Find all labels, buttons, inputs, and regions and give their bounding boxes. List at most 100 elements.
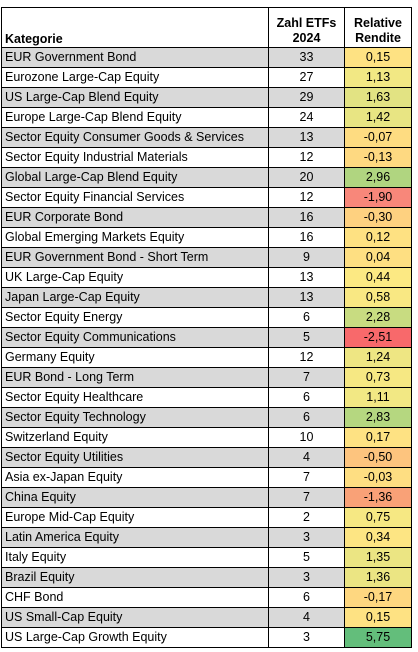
table-row: US Large-Cap Growth Equity 3 5,75 bbox=[1, 627, 412, 648]
etf-count-cell: 4 bbox=[268, 607, 345, 628]
table-row: EUR Government Bond 33 0,15 bbox=[1, 47, 412, 68]
header-etf-count-line1: Zahl ETFs bbox=[276, 16, 337, 30]
etf-count-cell: 20 bbox=[268, 167, 345, 188]
category-cell: Sector Equity Communications bbox=[1, 327, 269, 348]
relative-return-cell: -0,30 bbox=[344, 207, 412, 228]
relative-return-cell: 0,15 bbox=[344, 47, 412, 68]
etf-count-cell: 12 bbox=[268, 147, 345, 168]
table-body: EUR Government Bond 33 0,15 Eurozone Large-… bbox=[1, 47, 412, 648]
table-row: Asia ex-Japan Equity 7 -0,03 bbox=[1, 467, 412, 488]
table-row: Switzerland Equity 10 0,17 bbox=[1, 427, 412, 448]
category-cell: Asia ex-Japan Equity bbox=[1, 467, 269, 488]
category-cell: Sector Equity Industrial Materials bbox=[1, 147, 269, 168]
category-cell: Brazil Equity bbox=[1, 567, 269, 588]
category-cell: Sector Equity Energy bbox=[1, 307, 269, 328]
category-cell: China Equity bbox=[1, 487, 269, 508]
category-cell: Europe Mid-Cap Equity bbox=[1, 507, 269, 528]
category-cell: Sector Equity Utilities bbox=[1, 447, 269, 468]
table-row: Latin America Equity 3 0,34 bbox=[1, 527, 412, 548]
table-row: Sector Equity Energy 6 2,28 bbox=[1, 307, 412, 328]
etf-count-cell: 33 bbox=[268, 47, 345, 68]
etf-count-cell: 12 bbox=[268, 347, 345, 368]
relative-return-cell: -1,36 bbox=[344, 487, 412, 508]
etf-count-cell: 3 bbox=[268, 567, 345, 588]
etf-count-cell: 13 bbox=[268, 127, 345, 148]
category-cell: US Small-Cap Equity bbox=[1, 607, 269, 628]
table-row: Sector Equity Utilities 4 -0,50 bbox=[1, 447, 412, 468]
relative-return-cell: -1,90 bbox=[344, 187, 412, 208]
header-etf-count-line2: 2024 bbox=[292, 31, 321, 45]
relative-return-cell: 2,28 bbox=[344, 307, 412, 328]
header-row: Kategorie Zahl ETFs 2024 Relative Rendite bbox=[1, 7, 412, 48]
relative-return-cell: 1,24 bbox=[344, 347, 412, 368]
relative-return-cell: -0,13 bbox=[344, 147, 412, 168]
etf-count-cell: 16 bbox=[268, 227, 345, 248]
table-row: EUR Government Bond - Short Term 9 0,04 bbox=[1, 247, 412, 268]
header-relative-return-line1: Relative bbox=[354, 16, 402, 30]
relative-return-cell: 5,75 bbox=[344, 627, 412, 648]
relative-return-cell: 0,58 bbox=[344, 287, 412, 308]
category-cell: Global Large-Cap Blend Equity bbox=[1, 167, 269, 188]
category-cell: Sector Equity Consumer Goods & Services bbox=[1, 127, 269, 148]
relative-return-cell: 1,63 bbox=[344, 87, 412, 108]
category-cell: EUR Government Bond bbox=[1, 47, 269, 68]
category-cell: CHF Bond bbox=[1, 587, 269, 608]
etf-category-table: Kategorie Zahl ETFs 2024 Relative Rendite … bbox=[1, 7, 412, 648]
relative-return-cell: 0,15 bbox=[344, 607, 412, 628]
category-cell: EUR Corporate Bond bbox=[1, 207, 269, 228]
category-cell: Latin America Equity bbox=[1, 527, 269, 548]
table-row: US Small-Cap Equity 4 0,15 bbox=[1, 607, 412, 628]
table-row: CHF Bond 6 -0,17 bbox=[1, 587, 412, 608]
category-cell: Eurozone Large-Cap Equity bbox=[1, 67, 269, 88]
category-cell: US Large-Cap Growth Equity bbox=[1, 627, 269, 648]
relative-return-cell: 2,96 bbox=[344, 167, 412, 188]
category-cell: Sector Equity Financial Services bbox=[1, 187, 269, 208]
etf-count-cell: 3 bbox=[268, 527, 345, 548]
etf-count-cell: 5 bbox=[268, 547, 345, 568]
etf-count-cell: 29 bbox=[268, 87, 345, 108]
category-cell: Switzerland Equity bbox=[1, 427, 269, 448]
table-row: Brazil Equity 3 1,36 bbox=[1, 567, 412, 588]
etf-count-cell: 2 bbox=[268, 507, 345, 528]
table-row: US Large-Cap Blend Equity 29 1,63 bbox=[1, 87, 412, 108]
table-row: EUR Bond - Long Term 7 0,73 bbox=[1, 367, 412, 388]
etf-count-cell: 9 bbox=[268, 247, 345, 268]
etf-count-cell: 13 bbox=[268, 287, 345, 308]
category-cell: US Large-Cap Blend Equity bbox=[1, 87, 269, 108]
relative-return-cell: 1,36 bbox=[344, 567, 412, 588]
category-cell: Italy Equity bbox=[1, 547, 269, 568]
etf-count-cell: 6 bbox=[268, 407, 345, 428]
relative-return-cell: 0,44 bbox=[344, 267, 412, 288]
category-cell: EUR Bond - Long Term bbox=[1, 367, 269, 388]
table-row: Europe Mid-Cap Equity 2 0,75 bbox=[1, 507, 412, 528]
table-row: Japan Large-Cap Equity 13 0,58 bbox=[1, 287, 412, 308]
header-relative-return: Relative Rendite bbox=[344, 7, 412, 48]
category-cell: EUR Government Bond - Short Term bbox=[1, 247, 269, 268]
relative-return-cell: 1,11 bbox=[344, 387, 412, 408]
etf-count-cell: 3 bbox=[268, 627, 345, 648]
table-row: Sector Equity Consumer Goods & Services 1… bbox=[1, 127, 412, 148]
table-row: Sector Equity Technology 6 2,83 bbox=[1, 407, 412, 428]
header-relative-return-line2: Rendite bbox=[355, 31, 401, 45]
table-row: UK Large-Cap Equity 13 0,44 bbox=[1, 267, 412, 288]
relative-return-cell: 0,75 bbox=[344, 507, 412, 528]
etf-count-cell: 7 bbox=[268, 487, 345, 508]
etf-count-cell: 24 bbox=[268, 107, 345, 128]
etf-count-cell: 12 bbox=[268, 187, 345, 208]
category-cell: Europe Large-Cap Blend Equity bbox=[1, 107, 269, 128]
relative-return-cell: -0,03 bbox=[344, 467, 412, 488]
relative-return-cell: 0,04 bbox=[344, 247, 412, 268]
relative-return-cell: 0,34 bbox=[344, 527, 412, 548]
relative-return-cell: 0,17 bbox=[344, 427, 412, 448]
etf-count-cell: 7 bbox=[268, 467, 345, 488]
relative-return-cell: 1,42 bbox=[344, 107, 412, 128]
relative-return-cell: -0,50 bbox=[344, 447, 412, 468]
relative-return-cell: -0,07 bbox=[344, 127, 412, 148]
relative-return-cell: -0,17 bbox=[344, 587, 412, 608]
relative-return-cell: 0,12 bbox=[344, 227, 412, 248]
relative-return-cell: 1,13 bbox=[344, 67, 412, 88]
relative-return-cell: 0,73 bbox=[344, 367, 412, 388]
etf-count-cell: 16 bbox=[268, 207, 345, 228]
table-row: Global Large-Cap Blend Equity 20 2,96 bbox=[1, 167, 412, 188]
category-cell: Sector Equity Healthcare bbox=[1, 387, 269, 408]
